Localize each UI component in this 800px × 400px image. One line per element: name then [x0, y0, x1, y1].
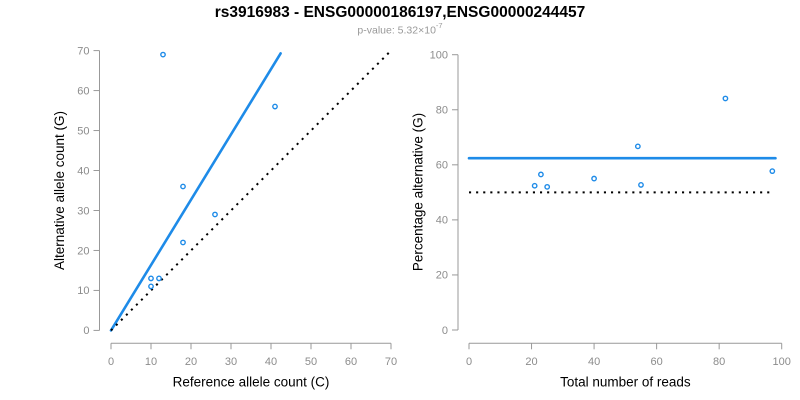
y-tick-label: 20	[77, 245, 89, 257]
y-tick-label: 20	[436, 270, 448, 282]
data-point	[722, 95, 729, 102]
y-tick-label: 80	[436, 105, 448, 117]
x-tick-label: 10	[145, 356, 157, 368]
y-tick-label: 40	[436, 215, 448, 227]
data-point	[156, 275, 162, 282]
x-axis-title: Reference allele count (C)	[173, 375, 330, 390]
y-tick-label: 50	[77, 125, 89, 137]
data-point	[634, 143, 641, 150]
page-title: rs3916983 - ENSG00000186197,ENSG00000244…	[214, 4, 586, 21]
x-tick-label: 20	[525, 356, 537, 368]
y-tick-label: 0	[442, 325, 448, 337]
x-tick-label: 40	[265, 356, 277, 368]
data-point	[180, 239, 186, 246]
x-tick-label: 0	[108, 356, 114, 368]
pvalue-exponent: -7	[435, 21, 443, 30]
data-point	[160, 51, 166, 58]
x-tick-label: 20	[185, 356, 197, 368]
y-tick-label: 70	[77, 45, 89, 57]
y-tick-label: 30	[77, 205, 89, 217]
pvalue-text: p-value: 5.32×10	[357, 24, 436, 37]
x-axis-title: Total number of reads	[560, 375, 691, 390]
data-point	[148, 283, 154, 290]
x-tick-label: 40	[588, 356, 600, 368]
data-point	[544, 183, 551, 190]
y-axis-title: Alternative allele count (G)	[52, 111, 67, 270]
y-tick-label: 10	[77, 285, 89, 297]
data-point	[180, 183, 186, 190]
y-tick-label: 60	[436, 160, 448, 172]
chart-1: 0 20 40 60 80 100 0 20 40 60 80 100 Total number of …	[411, 50, 791, 390]
data-point	[769, 168, 776, 175]
data-point	[538, 171, 544, 178]
data-point	[591, 175, 597, 182]
identity-line	[110, 49, 392, 332]
x-tick-label: 60	[650, 356, 662, 368]
data-point	[148, 275, 154, 282]
y-tick-label: 100	[430, 50, 448, 62]
x-tick-label: 30	[225, 356, 237, 368]
y-tick-label: 60	[77, 85, 89, 97]
data-point	[531, 182, 538, 189]
y-tick-label: 40	[77, 165, 89, 177]
pvalue-subtitle: p-value: 5.32×10-7	[0, 21, 800, 37]
x-tick-label: 70	[385, 356, 397, 368]
x-tick-label: 50	[305, 356, 317, 368]
fit-line	[109, 52, 282, 332]
data-point	[272, 103, 278, 110]
y-tick-label: 0	[83, 325, 89, 337]
x-tick-label: 60	[345, 356, 357, 368]
data-point	[638, 182, 644, 188]
y-axis-title: Percentage alternative (G)	[411, 113, 426, 271]
x-tick-label: 80	[713, 356, 725, 368]
x-tick-label: 0	[466, 356, 472, 368]
chart-0: 0 10 20 30 40 50 60 70 0 10 20 30 40 50 60 70 Reference …	[52, 45, 397, 389]
data-point	[212, 211, 218, 218]
x-tick-label: 100	[773, 356, 791, 368]
